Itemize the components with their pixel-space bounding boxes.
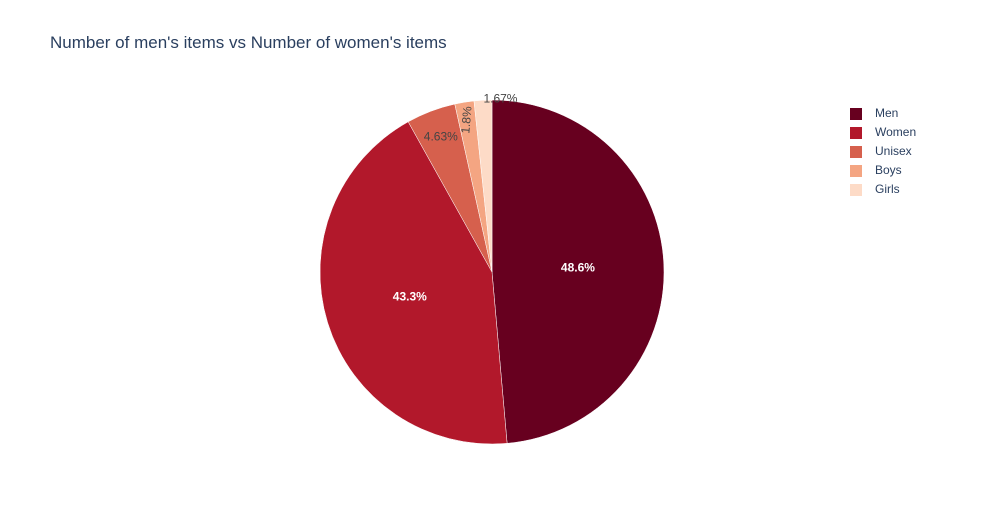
pie-label-unisex: 4.63% <box>424 130 458 144</box>
pie-slices <box>319 99 665 445</box>
legend-label-men[interactable]: Men <box>875 106 898 120</box>
legend-swatch-women[interactable] <box>850 127 862 139</box>
pie-slice-women[interactable] <box>319 121 508 445</box>
pie-label-girls: 1.67% <box>483 91 517 105</box>
legend-label-boys[interactable]: Boys <box>875 163 902 177</box>
legend-label-women[interactable]: Women <box>875 125 916 139</box>
pie-label-women: 43.3% <box>393 289 427 303</box>
legend[interactable]: Men Women Unisex Boys Girls <box>850 106 916 196</box>
pie-label-men: 48.6% <box>561 260 595 274</box>
pie-slice-girls[interactable] <box>473 99 493 273</box>
pie-slice-men[interactable] <box>491 99 665 444</box>
legend-swatch-boys[interactable] <box>850 165 862 177</box>
legend-swatch-men[interactable] <box>850 108 862 120</box>
legend-swatch-girls[interactable] <box>850 184 862 196</box>
pie-labels: 48.6% 43.3% 4.63%1.8% 1.67% <box>393 91 595 303</box>
chart-title: Number of men's items vs Number of women… <box>50 33 447 52</box>
legend-swatch-unisex[interactable] <box>850 146 862 158</box>
legend-label-girls[interactable]: Girls <box>875 182 900 196</box>
pie-label-boys: 1.8% <box>458 105 474 134</box>
legend-label-unisex[interactable]: Unisex <box>875 144 912 158</box>
